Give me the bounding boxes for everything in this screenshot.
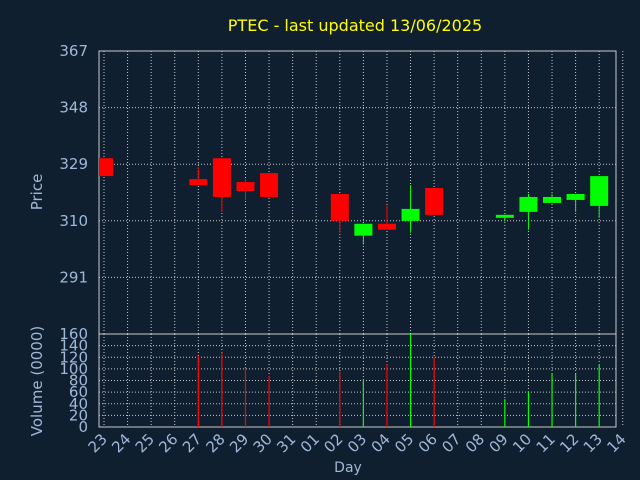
candle-body	[425, 188, 444, 215]
candle-body	[212, 158, 231, 197]
volume-tick-label: 80	[69, 372, 88, 390]
price-tick-labels: 367 348 329 310 291	[59, 42, 88, 286]
volume-grid	[99, 333, 624, 428]
candle-body	[236, 182, 255, 192]
volume-tick-label: 60	[69, 383, 88, 401]
volume-tick-label: 0	[78, 418, 88, 436]
candle-body	[330, 193, 349, 221]
volume-tick-label: 160	[59, 325, 88, 343]
volume-bars	[197, 334, 600, 427]
price-tick-label: 310	[59, 212, 88, 230]
volume-tick-label: 120	[59, 348, 88, 366]
volume-axis-label: Volume (0000)	[28, 326, 46, 436]
candle-body	[99, 158, 113, 177]
x-tick-labels: 2324252627282930310102030405060708091011…	[85, 430, 630, 456]
volume-tick-label: 40	[69, 395, 88, 413]
candle-body	[519, 196, 538, 212]
price-tick-label: 291	[59, 268, 88, 286]
volume-tick-label: 20	[69, 406, 88, 424]
candle-body	[260, 173, 279, 197]
candle-body	[566, 193, 585, 200]
price-tick-label: 367	[59, 42, 88, 60]
candles	[99, 158, 609, 245]
candle-body	[590, 176, 609, 206]
candle-body	[401, 208, 420, 221]
y-axis-label: Price	[28, 174, 46, 211]
volume-plot-frame	[98, 333, 617, 428]
volume-tick-label: 100	[59, 360, 88, 378]
volume-tick-label: 140	[59, 337, 88, 355]
candle-body	[543, 196, 562, 203]
candle-body	[189, 179, 208, 186]
chart-title: PTEC - last updated 13/06/2025	[228, 16, 482, 35]
candle-body	[495, 214, 514, 218]
price-tick-label: 348	[59, 99, 88, 117]
candle-body	[377, 223, 396, 230]
candle-body	[354, 223, 373, 236]
x-axis-label: Day	[334, 460, 362, 476]
price-tick-label: 329	[59, 155, 88, 173]
